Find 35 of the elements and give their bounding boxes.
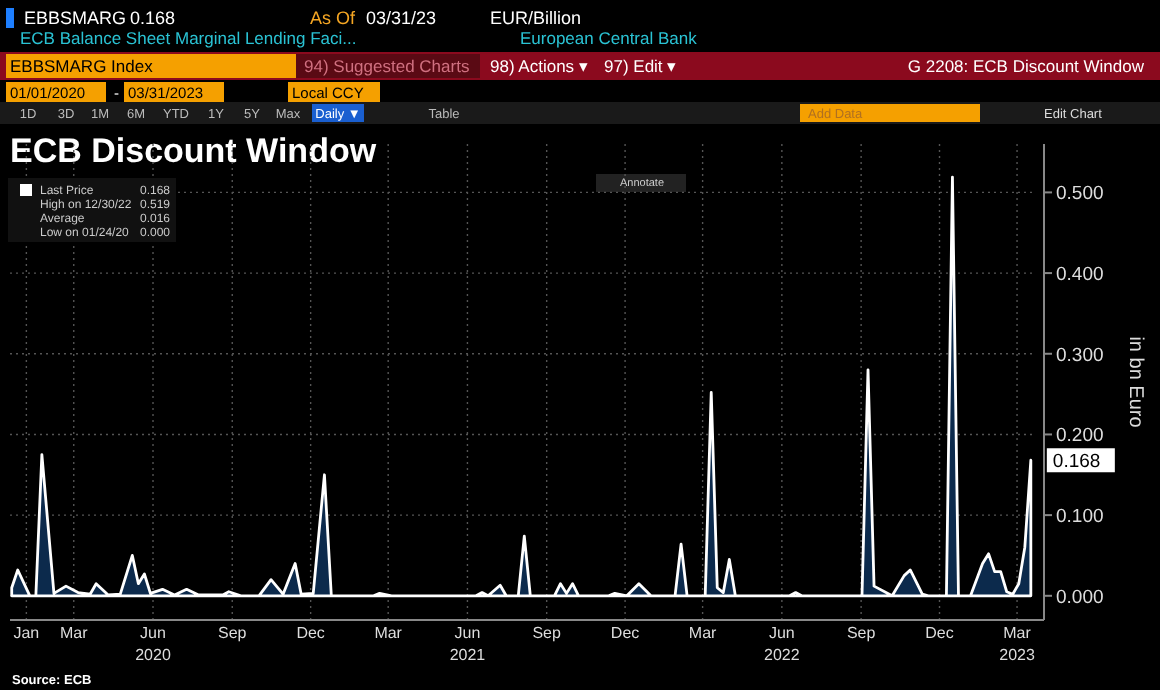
text: 03/31/23 bbox=[366, 8, 437, 28]
text: 97) Edit ▾ bbox=[604, 56, 678, 76]
y-tick-label: 0.300 bbox=[1056, 344, 1104, 367]
x-tick-label: Sep bbox=[218, 624, 248, 642]
y-tick-label: 0.000 bbox=[1056, 586, 1104, 609]
x-tick-label: Dec bbox=[925, 624, 954, 642]
x-tick-label: Jun 2022 bbox=[764, 624, 801, 664]
text: EBBSMARG Index bbox=[10, 56, 155, 76]
text: As Of bbox=[310, 8, 357, 28]
text: 0.168 bbox=[130, 8, 176, 28]
x-tick-label: Mar 2023 bbox=[999, 624, 1036, 664]
text: EBBSMARG bbox=[24, 8, 127, 28]
x-tick-label: Sep bbox=[532, 624, 563, 642]
x-tick-label: Mar bbox=[374, 624, 403, 642]
y-tick-label: 0.400 bbox=[1056, 264, 1104, 287]
x-tick-label: Mar bbox=[688, 624, 718, 642]
chart-title: ECB Discount Window bbox=[10, 132, 378, 170]
x-tick-label: Jun 2021 bbox=[449, 624, 487, 664]
y-tick-label: 0.500 bbox=[1056, 183, 1104, 206]
x-tick-label: Sep bbox=[846, 624, 877, 642]
y-tick-label: 0.200 bbox=[1056, 425, 1104, 448]
y-tick-label: 0.100 bbox=[1056, 506, 1104, 529]
x-tick-label: Dec bbox=[610, 624, 640, 642]
text: G 2208: ECB Discount Window bbox=[907, 56, 1146, 76]
text: 98) Actions ▾ bbox=[490, 56, 589, 76]
text: European Central Bank bbox=[520, 28, 699, 48]
annotation: 0.168 bbox=[1052, 451, 1101, 474]
y-axis-title: in bn Euro bbox=[1124, 336, 1146, 429]
text: EUR/Billion bbox=[490, 8, 582, 28]
text: ECB Balance Sheet Marginal Lending Faci... bbox=[20, 28, 357, 48]
x-tick-label: Mar bbox=[59, 624, 89, 642]
x-tick-label: Dec bbox=[296, 624, 325, 642]
x-tick-label: Jan bbox=[13, 624, 40, 642]
x-tick-label: Jun 2020 bbox=[135, 624, 172, 664]
text: 94) Suggested Charts bbox=[304, 56, 470, 76]
